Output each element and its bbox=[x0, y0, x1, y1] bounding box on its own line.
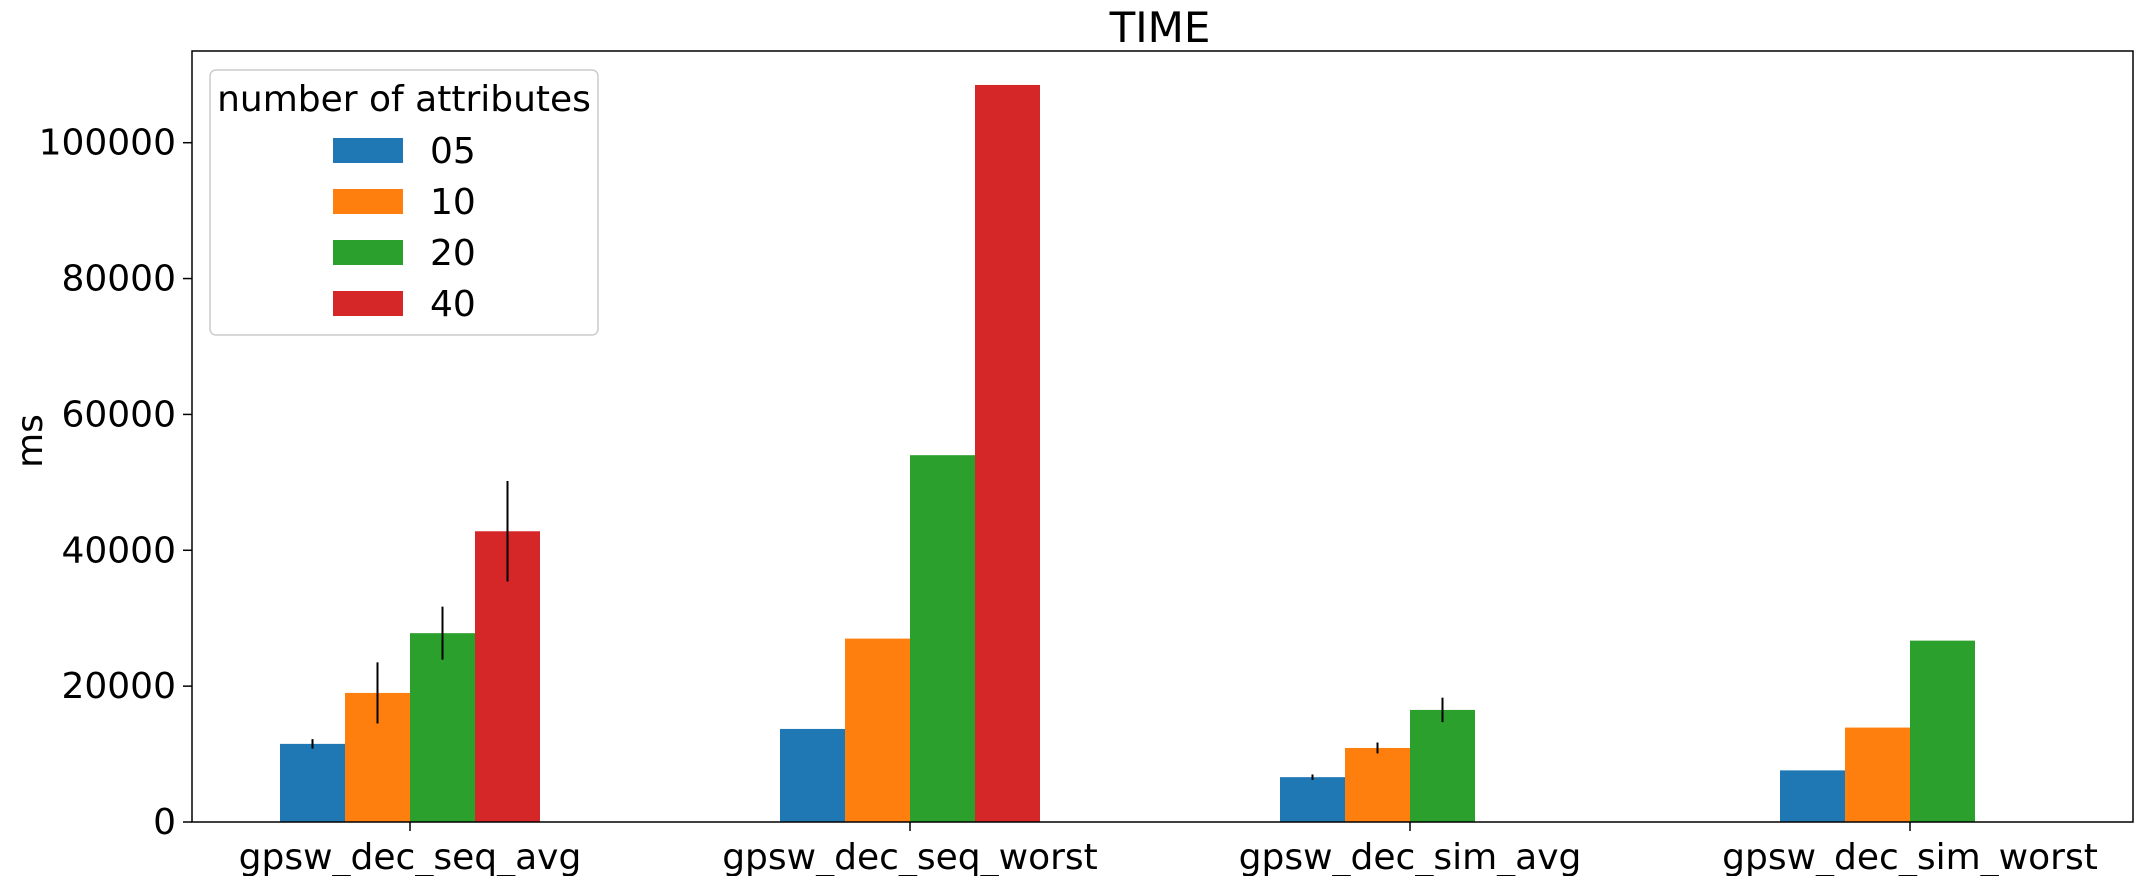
x-tick-label: gpsw_dec_sim_worst bbox=[1722, 837, 2098, 876]
bar-40-gpsw_dec_seq_worst bbox=[975, 84, 1040, 822]
legend-label-10: 10 bbox=[430, 182, 476, 223]
bar-20-gpsw_dec_seq_worst bbox=[910, 455, 975, 822]
plot-frame bbox=[191, 50, 2134, 823]
legend-title: number of attributes bbox=[217, 79, 591, 120]
bar-20-gpsw_dec_seq_avg bbox=[410, 633, 475, 822]
x-tick-label: gpsw_dec_sim_avg bbox=[1239, 837, 1582, 876]
bar-20-gpsw_dec_sim_avg bbox=[1410, 709, 1475, 822]
bar-05-gpsw_dec_seq_avg bbox=[280, 743, 345, 822]
x-tick-label: gpsw_dec_seq_avg bbox=[239, 837, 582, 876]
y-tick-label: 60000 bbox=[61, 394, 176, 435]
bar-05-gpsw_dec_sim_avg bbox=[1280, 777, 1345, 822]
y-tick-label: 80000 bbox=[61, 259, 176, 300]
legend-swatch-40 bbox=[333, 291, 403, 316]
legend-label-40: 40 bbox=[430, 284, 476, 325]
bar-05-gpsw_dec_seq_worst bbox=[780, 728, 845, 822]
legend-box bbox=[209, 69, 599, 336]
y-tick-label: 100000 bbox=[39, 123, 176, 164]
legend-label-20: 20 bbox=[430, 233, 476, 274]
x-tick-label: gpsw_dec_seq_worst bbox=[722, 837, 1098, 876]
legend: number of attributes 05 10 20 40 bbox=[209, 69, 599, 336]
y-tick-label: 40000 bbox=[61, 530, 176, 571]
bar-10-gpsw_dec_sim_worst bbox=[1845, 727, 1910, 822]
y-axis-title: ms bbox=[10, 414, 51, 468]
bar-20-gpsw_dec_sim_worst bbox=[1910, 640, 1975, 822]
bar-10-gpsw_dec_seq_worst bbox=[845, 638, 910, 822]
legend-swatch-05 bbox=[333, 138, 403, 163]
y-tick-label: 20000 bbox=[61, 666, 176, 707]
bar-10-gpsw_dec_sim_avg bbox=[1345, 747, 1410, 822]
legend-swatch-10 bbox=[333, 189, 403, 214]
plot-area: 0 20000 40000 60000 80000 100000 gpsw_dec_seq_… bbox=[39, 50, 2134, 876]
chart-title: TIME bbox=[1109, 3, 1211, 52]
bar-05-gpsw_dec_sim_worst bbox=[1780, 770, 1845, 822]
legend-swatch-20 bbox=[333, 240, 403, 265]
legend-label-05: 05 bbox=[430, 131, 476, 172]
y-tick-label: 0 bbox=[153, 802, 176, 843]
